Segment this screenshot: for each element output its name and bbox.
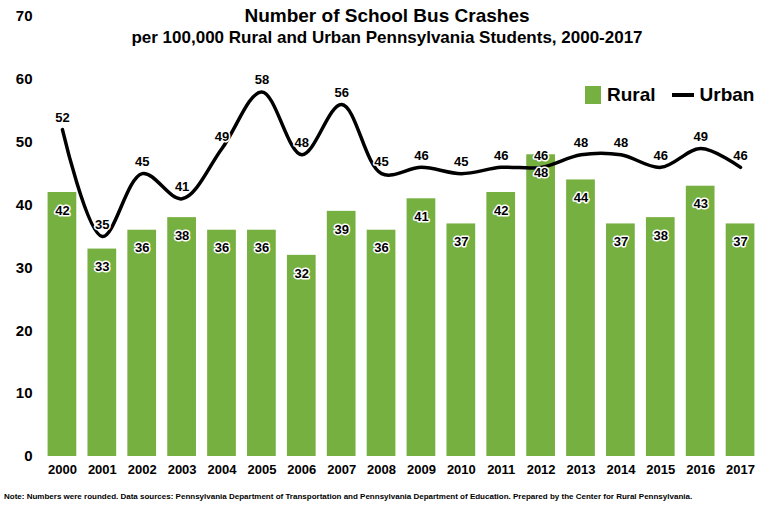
- svg-text:2009: 2009: [407, 462, 436, 477]
- svg-text:49: 49: [693, 129, 707, 144]
- svg-text:46: 46: [534, 148, 548, 163]
- html-text:Number of School Bus Crashes: Number of School Bus Crashes: [244, 5, 530, 26]
- svg-text:20: 20: [16, 322, 33, 339]
- svg-text:2012: 2012: [527, 462, 556, 477]
- html-text:per 100,000 Rural and Urban Pe: per 100,000 Rural and Urban Pennsylvania…: [131, 28, 643, 47]
- svg-text:32: 32: [295, 266, 309, 281]
- html-text:Note: Numbers were rounded. Da: Note: Numbers were rounded. Data sources…: [4, 492, 693, 501]
- svg-text:48: 48: [574, 135, 588, 150]
- svg-text:2003: 2003: [168, 462, 197, 477]
- html-text:Rural: Rural: [607, 84, 656, 105]
- svg-text:41: 41: [175, 179, 189, 194]
- svg-text:0: 0: [24, 447, 32, 464]
- svg-text:2006: 2006: [287, 462, 316, 477]
- svg-text:46: 46: [494, 148, 508, 163]
- svg-text:58: 58: [255, 72, 269, 87]
- svg-text:33: 33: [95, 259, 109, 274]
- svg-text:2013: 2013: [567, 462, 596, 477]
- svg-text:44: 44: [574, 190, 589, 205]
- svg-text:56: 56: [334, 85, 348, 100]
- svg-text:36: 36: [135, 240, 149, 255]
- svg-text:2005: 2005: [247, 462, 276, 477]
- svg-text:38: 38: [654, 228, 668, 243]
- svg-text:39: 39: [334, 222, 348, 237]
- svg-text:45: 45: [374, 154, 388, 169]
- svg-text:43: 43: [693, 196, 707, 211]
- svg-text:46: 46: [414, 148, 428, 163]
- svg-text:46: 46: [733, 148, 747, 163]
- svg-text:36: 36: [374, 240, 388, 255]
- svg-text:2015: 2015: [646, 462, 675, 477]
- svg-text:36: 36: [215, 240, 229, 255]
- svg-text:60: 60: [16, 70, 33, 87]
- svg-text:2007: 2007: [327, 462, 356, 477]
- svg-text:35: 35: [95, 217, 109, 232]
- svg-text:2002: 2002: [128, 462, 157, 477]
- svg-text:50: 50: [16, 133, 33, 150]
- svg-text:37: 37: [614, 234, 628, 249]
- svg-text:38: 38: [175, 228, 189, 243]
- svg-text:41: 41: [414, 209, 428, 224]
- svg-text:49: 49: [215, 129, 229, 144]
- svg-text:37: 37: [454, 234, 468, 249]
- svg-text:2017: 2017: [726, 462, 755, 477]
- svg-text:2014: 2014: [606, 462, 636, 477]
- html-text:Urban: Urban: [699, 84, 755, 105]
- svg-text:46: 46: [654, 148, 668, 163]
- svg-text:42: 42: [55, 203, 69, 218]
- svg-text:48: 48: [295, 135, 309, 150]
- svg-text:70: 70: [16, 7, 33, 24]
- svg-text:2004: 2004: [208, 462, 238, 477]
- svg-text:52: 52: [55, 110, 69, 125]
- svg-text:2000: 2000: [48, 462, 77, 477]
- svg-text:36: 36: [255, 240, 269, 255]
- svg-text:2011: 2011: [487, 462, 515, 477]
- svg-text:45: 45: [454, 154, 468, 169]
- svg-text:2016: 2016: [686, 462, 715, 477]
- svg-text:42: 42: [494, 203, 508, 218]
- svg-text:48: 48: [614, 135, 628, 150]
- svg-text:40: 40: [16, 196, 33, 213]
- svg-text:30: 30: [16, 259, 33, 276]
- svg-text:2008: 2008: [367, 462, 396, 477]
- svg-text:2010: 2010: [447, 462, 476, 477]
- svg-text:2001: 2001: [88, 462, 117, 477]
- svg-text:37: 37: [733, 234, 747, 249]
- svg-text:10: 10: [16, 384, 33, 401]
- svg-text:45: 45: [135, 154, 149, 169]
- svg-text:48: 48: [534, 165, 548, 180]
